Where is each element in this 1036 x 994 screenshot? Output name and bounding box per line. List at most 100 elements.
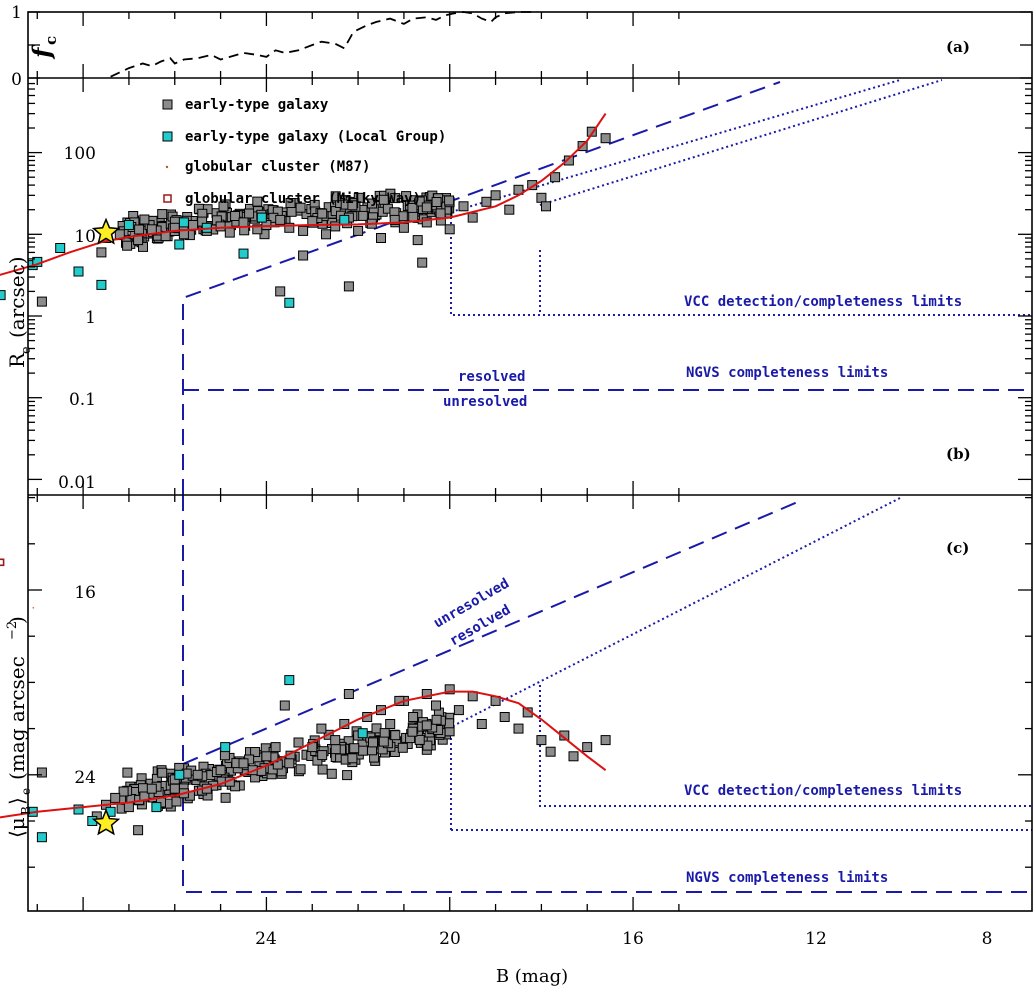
fit-curve-c xyxy=(0,690,607,819)
xtick-16: 16 xyxy=(622,929,644,949)
vcc-detection-limit-b xyxy=(450,212,1032,316)
early-type-galaxy-point-c xyxy=(317,750,328,761)
early-type-galaxy-point-b xyxy=(169,222,180,233)
y-tick-labels: 1 0 100 10 1 0.1 0.01 16 24 xyxy=(11,3,96,788)
early-type-galaxy-point-c xyxy=(390,730,401,741)
early-type-galaxy-point-b xyxy=(286,206,297,217)
early-type-galaxy-point-b xyxy=(230,211,241,221)
gc-m87-dot xyxy=(32,607,35,609)
early-type-galaxy-point-b xyxy=(238,217,249,228)
gc-m87-cloud-c xyxy=(4,575,35,609)
gc-m87-dot xyxy=(1,424,3,426)
early-type-galaxy-point-c xyxy=(330,735,341,746)
gc-m87-dot xyxy=(4,596,6,598)
early-type-galaxy-point-b xyxy=(444,195,455,206)
early-type-galaxy-point-b xyxy=(389,214,400,225)
resolved-label-b: resolved xyxy=(458,369,525,385)
local-group-point-b xyxy=(96,279,107,290)
local-group-point-c xyxy=(220,742,231,753)
early-type-galaxy-point-c xyxy=(559,730,570,741)
early-type-galaxy-point-b xyxy=(139,214,150,225)
local-group-point-b xyxy=(55,243,66,253)
outer-frame xyxy=(27,11,1033,912)
early-type-galaxy-point-c xyxy=(421,689,432,699)
early-type-galaxy-point-b xyxy=(527,180,538,191)
xtick-8: 8 xyxy=(982,929,993,949)
early-type-galaxy-point-b xyxy=(330,221,341,232)
gc-m87-dot xyxy=(13,453,15,455)
ytick-a-0: 0 xyxy=(11,70,22,90)
gc-m87-dot xyxy=(2,448,4,450)
early-type-galaxy-point-b xyxy=(218,201,229,212)
xtick-20: 20 xyxy=(439,929,461,949)
vcc-upper2-b xyxy=(539,79,943,206)
gc-m87-dot xyxy=(23,601,25,603)
early-type-galaxy-point-c xyxy=(444,718,455,729)
early-type-galaxy-point-b xyxy=(435,208,446,219)
legend-label-gc-m87: globular cluster (M87) xyxy=(185,159,370,175)
early-type-galaxy-point-b xyxy=(275,286,286,297)
early-type-galaxy-point-c xyxy=(349,743,360,754)
gc-m87-dot xyxy=(18,598,20,600)
y-title-c-slash: ⟩ xyxy=(5,797,29,805)
y-title-c-main: ⟨μ xyxy=(5,817,29,838)
ytick-c-16: 16 xyxy=(74,583,96,603)
y-title-b-sub: e xyxy=(19,346,34,354)
early-type-galaxy-point-c xyxy=(582,742,593,753)
early-type-galaxy-point-c xyxy=(444,684,455,695)
vcc-detection-limit-c xyxy=(450,496,903,830)
data-points xyxy=(0,126,611,843)
ytick-a-1: 1 xyxy=(11,3,22,23)
gc-m87-dot xyxy=(1,425,3,427)
fit-curves xyxy=(0,11,607,836)
early-type-galaxy-point-b xyxy=(378,194,389,205)
early-type-galaxy-point-c xyxy=(316,723,327,734)
early-type-galaxy-point-b xyxy=(390,193,401,204)
gc-m87-dot xyxy=(23,575,25,577)
panel-frames xyxy=(27,11,1033,912)
gc-m87-dot xyxy=(3,433,5,435)
gc-m87-dot xyxy=(3,436,5,438)
x-tick-labels: 24 20 16 12 8 xyxy=(255,929,992,949)
early-type-galaxy-point-c xyxy=(110,792,121,803)
early-type-galaxy-point-b xyxy=(284,222,295,233)
completeness-fraction-line xyxy=(110,11,537,78)
panel-label-c: (c) xyxy=(946,539,969,557)
early-type-galaxy-point-c xyxy=(378,736,389,747)
early-type-galaxy-point-b xyxy=(481,196,492,207)
early-type-galaxy-point-c xyxy=(431,700,441,711)
ngvs-limit-c xyxy=(182,495,1032,893)
early-type-galaxy-point-b xyxy=(467,212,478,223)
completeness-limit-lines xyxy=(182,79,1032,893)
early-type-galaxy-point-b xyxy=(295,202,306,213)
early-type-galaxy-point-b xyxy=(414,196,425,207)
axis-ticks xyxy=(28,11,1032,911)
panel-label-b: (b) xyxy=(946,445,971,463)
early-type-galaxy-point-c xyxy=(453,705,464,716)
early-type-galaxy-point-c xyxy=(408,712,419,722)
early-type-galaxy-point-c xyxy=(379,728,390,739)
early-type-galaxy-point-b xyxy=(408,211,419,222)
early-type-galaxy-point-b xyxy=(275,214,286,225)
y-title-c-close: ) xyxy=(5,616,29,624)
local-group-point-b xyxy=(0,290,6,301)
early-type-galaxy-point-b xyxy=(157,209,168,220)
early-type-galaxy-point-c xyxy=(118,786,129,797)
early-type-galaxy-point-c xyxy=(342,770,353,781)
early-type-galaxy-point-b xyxy=(317,208,328,219)
highlight-star-b xyxy=(91,217,121,245)
local-group-point-c xyxy=(73,804,84,815)
vcc-upper-b xyxy=(450,79,901,213)
early-type-galaxy-point-c xyxy=(371,723,382,734)
early-type-galaxy-point-b xyxy=(357,210,368,221)
early-type-galaxy-point-c xyxy=(171,796,182,807)
early-type-galaxy-point-c xyxy=(545,746,556,757)
early-type-galaxy-point-b xyxy=(398,222,409,233)
early-type-galaxy-point-b xyxy=(215,221,226,232)
legend-label-local-group: early-type galaxy (Local Group) xyxy=(185,129,446,145)
y-title-b-main: R xyxy=(5,352,29,368)
early-type-galaxy-point-c xyxy=(250,747,261,757)
y-title-b-unit: (arcsec) xyxy=(5,256,29,338)
ytick-c-24: 24 xyxy=(74,768,96,788)
